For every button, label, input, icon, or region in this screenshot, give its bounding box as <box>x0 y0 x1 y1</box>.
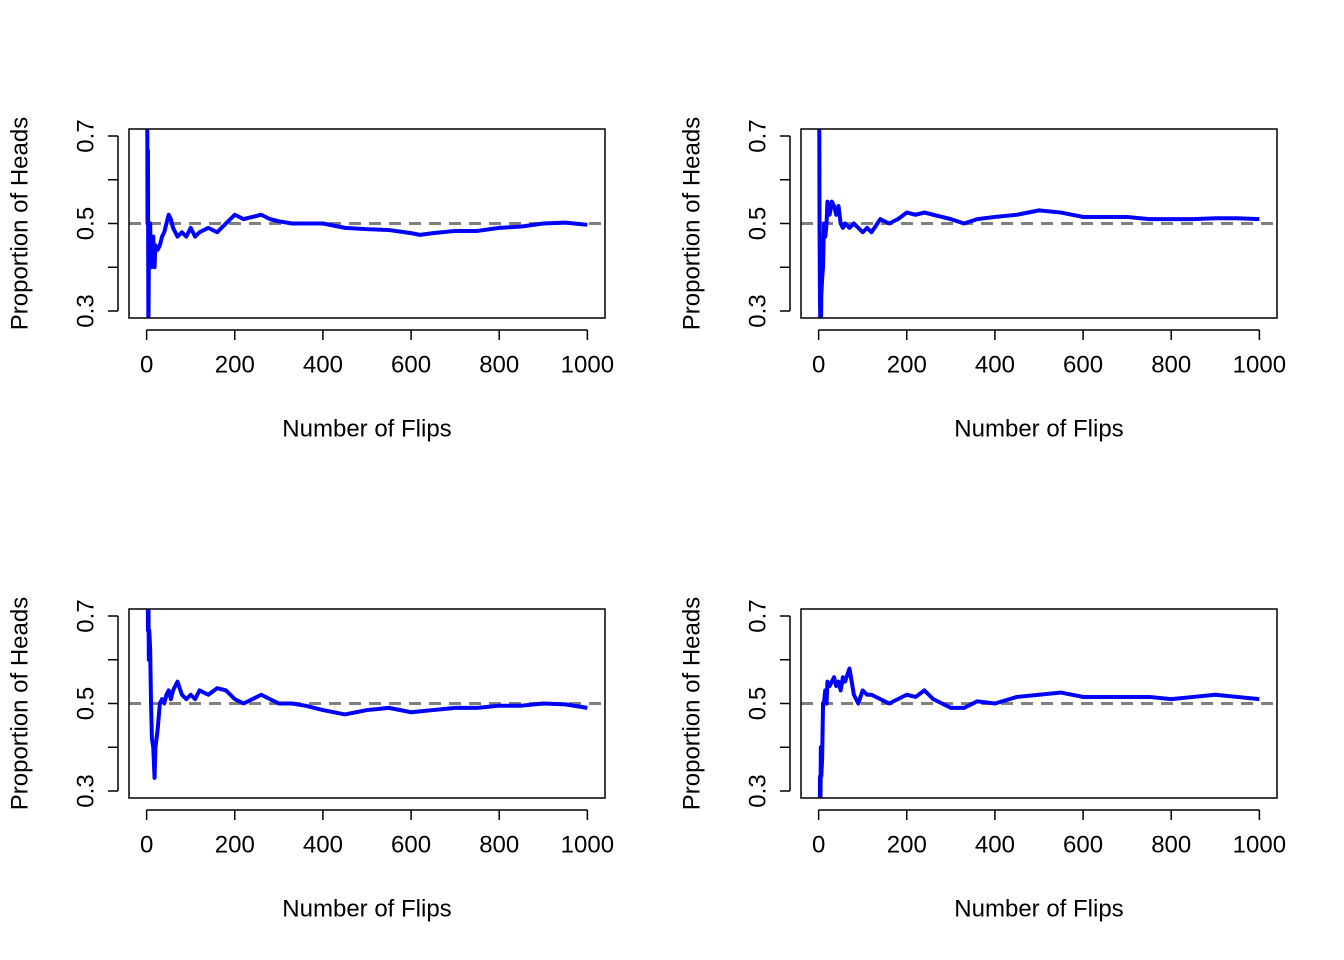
x-tick-label: 200 <box>887 831 927 858</box>
x-tick-label: 0 <box>812 351 825 378</box>
x-tick-label: 400 <box>975 351 1015 378</box>
x-axis-title: Number of Flips <box>954 415 1123 442</box>
x-tick-label: 1000 <box>561 351 614 378</box>
y-tick-label: 0.7 <box>744 599 771 632</box>
y-tick-label: 0.7 <box>72 119 99 152</box>
x-tick-label: 600 <box>391 351 431 378</box>
x-tick-label: 800 <box>1151 831 1191 858</box>
y-tick-label: 0.3 <box>744 294 771 327</box>
x-tick-label: 800 <box>1151 351 1191 378</box>
line <box>145 609 588 780</box>
line <box>817 129 1260 318</box>
x-tick-label: 400 <box>303 351 343 378</box>
y-tick-label: 0.5 <box>72 207 99 240</box>
y-tick-label: 0.3 <box>72 774 99 807</box>
y-tick-label: 0.3 <box>72 294 99 327</box>
plot-frame <box>128 608 606 799</box>
x-tick-label: 1000 <box>561 831 614 858</box>
panel: 0 200 400 600 800 1000 0.3 0.5 0.7 Number of Flip… <box>678 597 1286 923</box>
x-tick-label: 200 <box>215 351 255 378</box>
x-tick-label: 400 <box>303 831 343 858</box>
x-tick-label: 1000 <box>1233 831 1286 858</box>
y-axis-title: Proportion of Heads <box>6 597 33 810</box>
plot-frame <box>128 128 606 319</box>
y-tick-label: 0.3 <box>744 774 771 807</box>
y-tick-label: 0.5 <box>744 207 771 240</box>
x-tick-label: 0 <box>140 831 153 858</box>
plot-frame <box>800 608 1278 799</box>
y-tick-label: 0.5 <box>72 687 99 720</box>
y-axis-title: Proportion of Heads <box>678 597 705 810</box>
x-tick-label: 800 <box>479 351 519 378</box>
panel: 0 200 400 600 800 1000 0.3 0.5 0.7 Number of Flip… <box>678 117 1286 443</box>
x-axis-title: Number of Flips <box>282 415 451 442</box>
panel: 0 200 400 600 800 1000 0.3 0.5 0.7 Number of Flip… <box>6 117 614 443</box>
x-tick-label: 800 <box>479 831 519 858</box>
x-tick-label: 600 <box>391 831 431 858</box>
line <box>145 129 588 318</box>
x-tick-label: 600 <box>1063 351 1103 378</box>
x-tick-label: 400 <box>975 831 1015 858</box>
panel: 0 200 400 600 800 1000 0.3 0.5 0.7 Number of Flip… <box>6 597 614 923</box>
y-axis-title: Proportion of Heads <box>678 117 705 330</box>
y-tick-label: 0.7 <box>744 119 771 152</box>
y-tick-label: 0.7 <box>72 599 99 632</box>
y-tick-label: 0.5 <box>744 687 771 720</box>
x-tick-label: 200 <box>215 831 255 858</box>
x-axis-title: Number of Flips <box>282 895 451 922</box>
x-tick-label: 1000 <box>1233 351 1286 378</box>
x-tick-label: 0 <box>140 351 153 378</box>
x-tick-label: 0 <box>812 831 825 858</box>
x-axis-title: Number of Flips <box>954 895 1123 922</box>
x-tick-label: 600 <box>1063 831 1103 858</box>
plot-frame <box>800 128 1278 319</box>
line <box>817 666 1260 798</box>
y-axis-title: Proportion of Heads <box>6 117 33 330</box>
x-tick-label: 200 <box>887 351 927 378</box>
